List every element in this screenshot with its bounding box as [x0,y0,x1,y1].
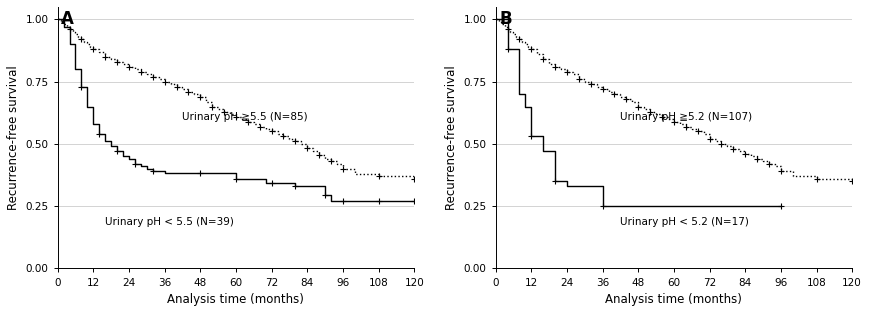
Y-axis label: Recurrence-free survival: Recurrence-free survival [7,65,20,210]
Text: Urinary pH ≧5.2 (N=107): Urinary pH ≧5.2 (N=107) [620,111,753,121]
X-axis label: Analysis time (months): Analysis time (months) [606,293,742,306]
Text: A: A [61,10,74,28]
Text: Urinary pH < 5.2 (N=17): Urinary pH < 5.2 (N=17) [620,218,749,227]
Y-axis label: Recurrence-free survival: Recurrence-free survival [445,65,458,210]
Text: B: B [499,10,512,28]
Text: Urinary pH < 5.5 (N=39): Urinary pH < 5.5 (N=39) [105,218,234,227]
X-axis label: Analysis time (months): Analysis time (months) [168,293,304,306]
Text: Urinary pH ≧5.5 (N=85): Urinary pH ≧5.5 (N=85) [182,111,308,121]
